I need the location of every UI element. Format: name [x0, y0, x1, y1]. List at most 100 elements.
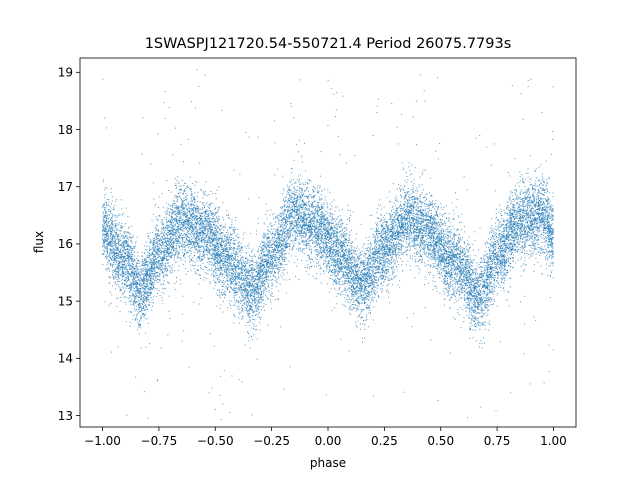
- data-point: [460, 249, 462, 251]
- data-point: [441, 272, 443, 274]
- data-point: [520, 237, 522, 239]
- data-point: [438, 236, 440, 238]
- data-point: [510, 202, 512, 204]
- data-point: [454, 286, 456, 288]
- data-point: [270, 246, 272, 248]
- data-point: [368, 312, 370, 314]
- data-point: [168, 255, 170, 257]
- data-point: [341, 240, 343, 242]
- data-point: [340, 218, 342, 220]
- data-point: [502, 254, 504, 256]
- data-point: [422, 210, 424, 212]
- data-point: [174, 213, 176, 215]
- data-point: [227, 251, 229, 253]
- data-point: [276, 251, 278, 253]
- data-point: [162, 242, 164, 244]
- data-point: [316, 277, 318, 279]
- data-point: [142, 275, 144, 277]
- data-point: [327, 242, 329, 244]
- data-point: [532, 226, 534, 228]
- data-point: [383, 255, 385, 257]
- data-point: [276, 241, 278, 243]
- data-point: [308, 227, 310, 229]
- data-point: [150, 279, 152, 281]
- data-point: [196, 230, 198, 232]
- data-point: [102, 240, 104, 242]
- data-point: [333, 245, 335, 247]
- data-point: [519, 241, 521, 243]
- data-point: [181, 205, 183, 207]
- data-point: [265, 303, 267, 305]
- data-point: [453, 233, 455, 235]
- data-point: [163, 258, 165, 260]
- data-point: [439, 263, 441, 265]
- data-point: [336, 283, 338, 285]
- data-point: [257, 248, 259, 250]
- data-point: [154, 279, 156, 281]
- data-point: [374, 258, 376, 260]
- data-point: [182, 201, 184, 203]
- data-point: [198, 247, 200, 249]
- data-point: [322, 248, 324, 250]
- data-point: [532, 248, 534, 250]
- data-point: [453, 244, 455, 246]
- data-point: [184, 200, 186, 202]
- data-point: [506, 246, 508, 248]
- data-point: [188, 206, 190, 208]
- data-point: [374, 240, 376, 242]
- data-point: [134, 270, 136, 272]
- data-point: [521, 225, 523, 227]
- data-point: [469, 267, 471, 269]
- data-point: [278, 244, 280, 246]
- data-point: [349, 281, 351, 283]
- data-point: [305, 219, 307, 221]
- data-point: [181, 207, 183, 209]
- data-point: [241, 297, 243, 299]
- data-point: [348, 239, 350, 241]
- data-point: [316, 238, 318, 240]
- data-point: [309, 229, 311, 231]
- data-point: [232, 228, 234, 230]
- data-point: [289, 215, 291, 217]
- data-point: [169, 246, 171, 248]
- data-point: [148, 274, 150, 276]
- data-point: [114, 250, 116, 252]
- data-point: [390, 224, 392, 226]
- data-point: [397, 253, 399, 255]
- data-point: [117, 274, 119, 276]
- data-point: [509, 196, 511, 198]
- data-point: [490, 278, 492, 280]
- data-point: [312, 189, 314, 191]
- data-point: [371, 299, 373, 301]
- data-point: [349, 234, 351, 236]
- data-point: [194, 238, 196, 240]
- data-point: [131, 275, 133, 277]
- data-point: [371, 298, 373, 300]
- data-point: [104, 249, 106, 251]
- data-point: [231, 280, 233, 282]
- data-point: [127, 278, 129, 280]
- data-point: [286, 292, 288, 294]
- data-point: [549, 253, 551, 255]
- data-point: [244, 282, 246, 284]
- data-point: [305, 182, 307, 184]
- data-point: [399, 205, 401, 207]
- data-point: [223, 225, 225, 227]
- data-point: [426, 215, 428, 217]
- data-point: [365, 257, 367, 259]
- data-point: [104, 247, 106, 249]
- data-point: [519, 235, 521, 237]
- data-point: [337, 252, 339, 254]
- data-point: [418, 231, 420, 233]
- data-point: [291, 192, 293, 194]
- data-point: [163, 255, 165, 257]
- data-point: [440, 226, 442, 227]
- data-point: [141, 312, 143, 314]
- data-point: [318, 219, 320, 221]
- data-point: [115, 271, 117, 273]
- data-point: [289, 214, 291, 216]
- data-point: [431, 221, 433, 223]
- data-point: [508, 200, 510, 202]
- data-point: [501, 238, 503, 240]
- data-point: [118, 276, 120, 278]
